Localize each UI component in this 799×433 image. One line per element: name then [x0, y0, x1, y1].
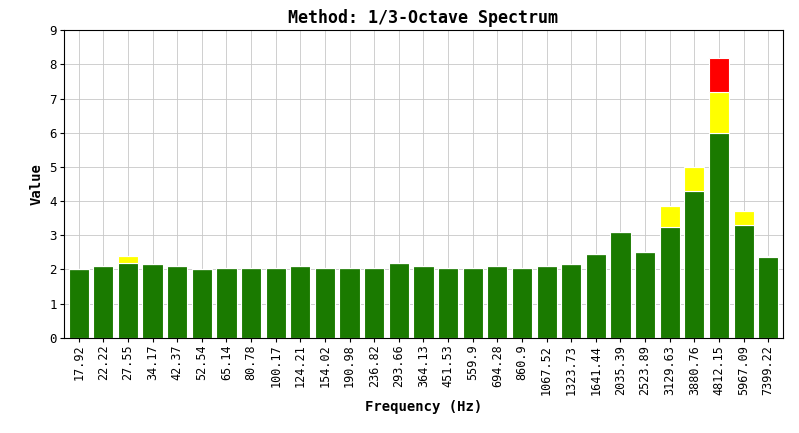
- Bar: [340, 268, 360, 338]
- Bar: [758, 256, 778, 258]
- Bar: [69, 269, 89, 338]
- Bar: [192, 269, 212, 338]
- Bar: [142, 264, 163, 338]
- Bar: [709, 92, 729, 133]
- Title: Method: 1/3-Octave Spectrum: Method: 1/3-Octave Spectrum: [288, 10, 559, 27]
- Bar: [758, 258, 778, 338]
- Bar: [413, 266, 434, 338]
- X-axis label: Frequency (Hz): Frequency (Hz): [365, 400, 482, 414]
- Bar: [561, 264, 582, 338]
- Bar: [118, 262, 138, 338]
- Bar: [167, 266, 187, 338]
- Bar: [265, 268, 286, 338]
- Y-axis label: Value: Value: [30, 163, 44, 205]
- Bar: [733, 211, 753, 225]
- Bar: [463, 268, 483, 338]
- Bar: [438, 268, 458, 338]
- Bar: [733, 225, 753, 338]
- Bar: [684, 191, 705, 338]
- Bar: [118, 256, 138, 262]
- Bar: [709, 133, 729, 338]
- Bar: [684, 167, 705, 191]
- Bar: [487, 266, 507, 338]
- Bar: [660, 206, 680, 227]
- Bar: [536, 266, 557, 338]
- Bar: [315, 268, 335, 338]
- Bar: [241, 268, 261, 338]
- Bar: [660, 227, 680, 338]
- Bar: [512, 268, 532, 338]
- Bar: [586, 254, 606, 338]
- Bar: [217, 268, 237, 338]
- Bar: [290, 266, 311, 338]
- Bar: [389, 262, 409, 338]
- Bar: [635, 252, 655, 338]
- Bar: [709, 58, 729, 92]
- Bar: [610, 232, 630, 338]
- Bar: [364, 268, 384, 338]
- Bar: [93, 266, 113, 338]
